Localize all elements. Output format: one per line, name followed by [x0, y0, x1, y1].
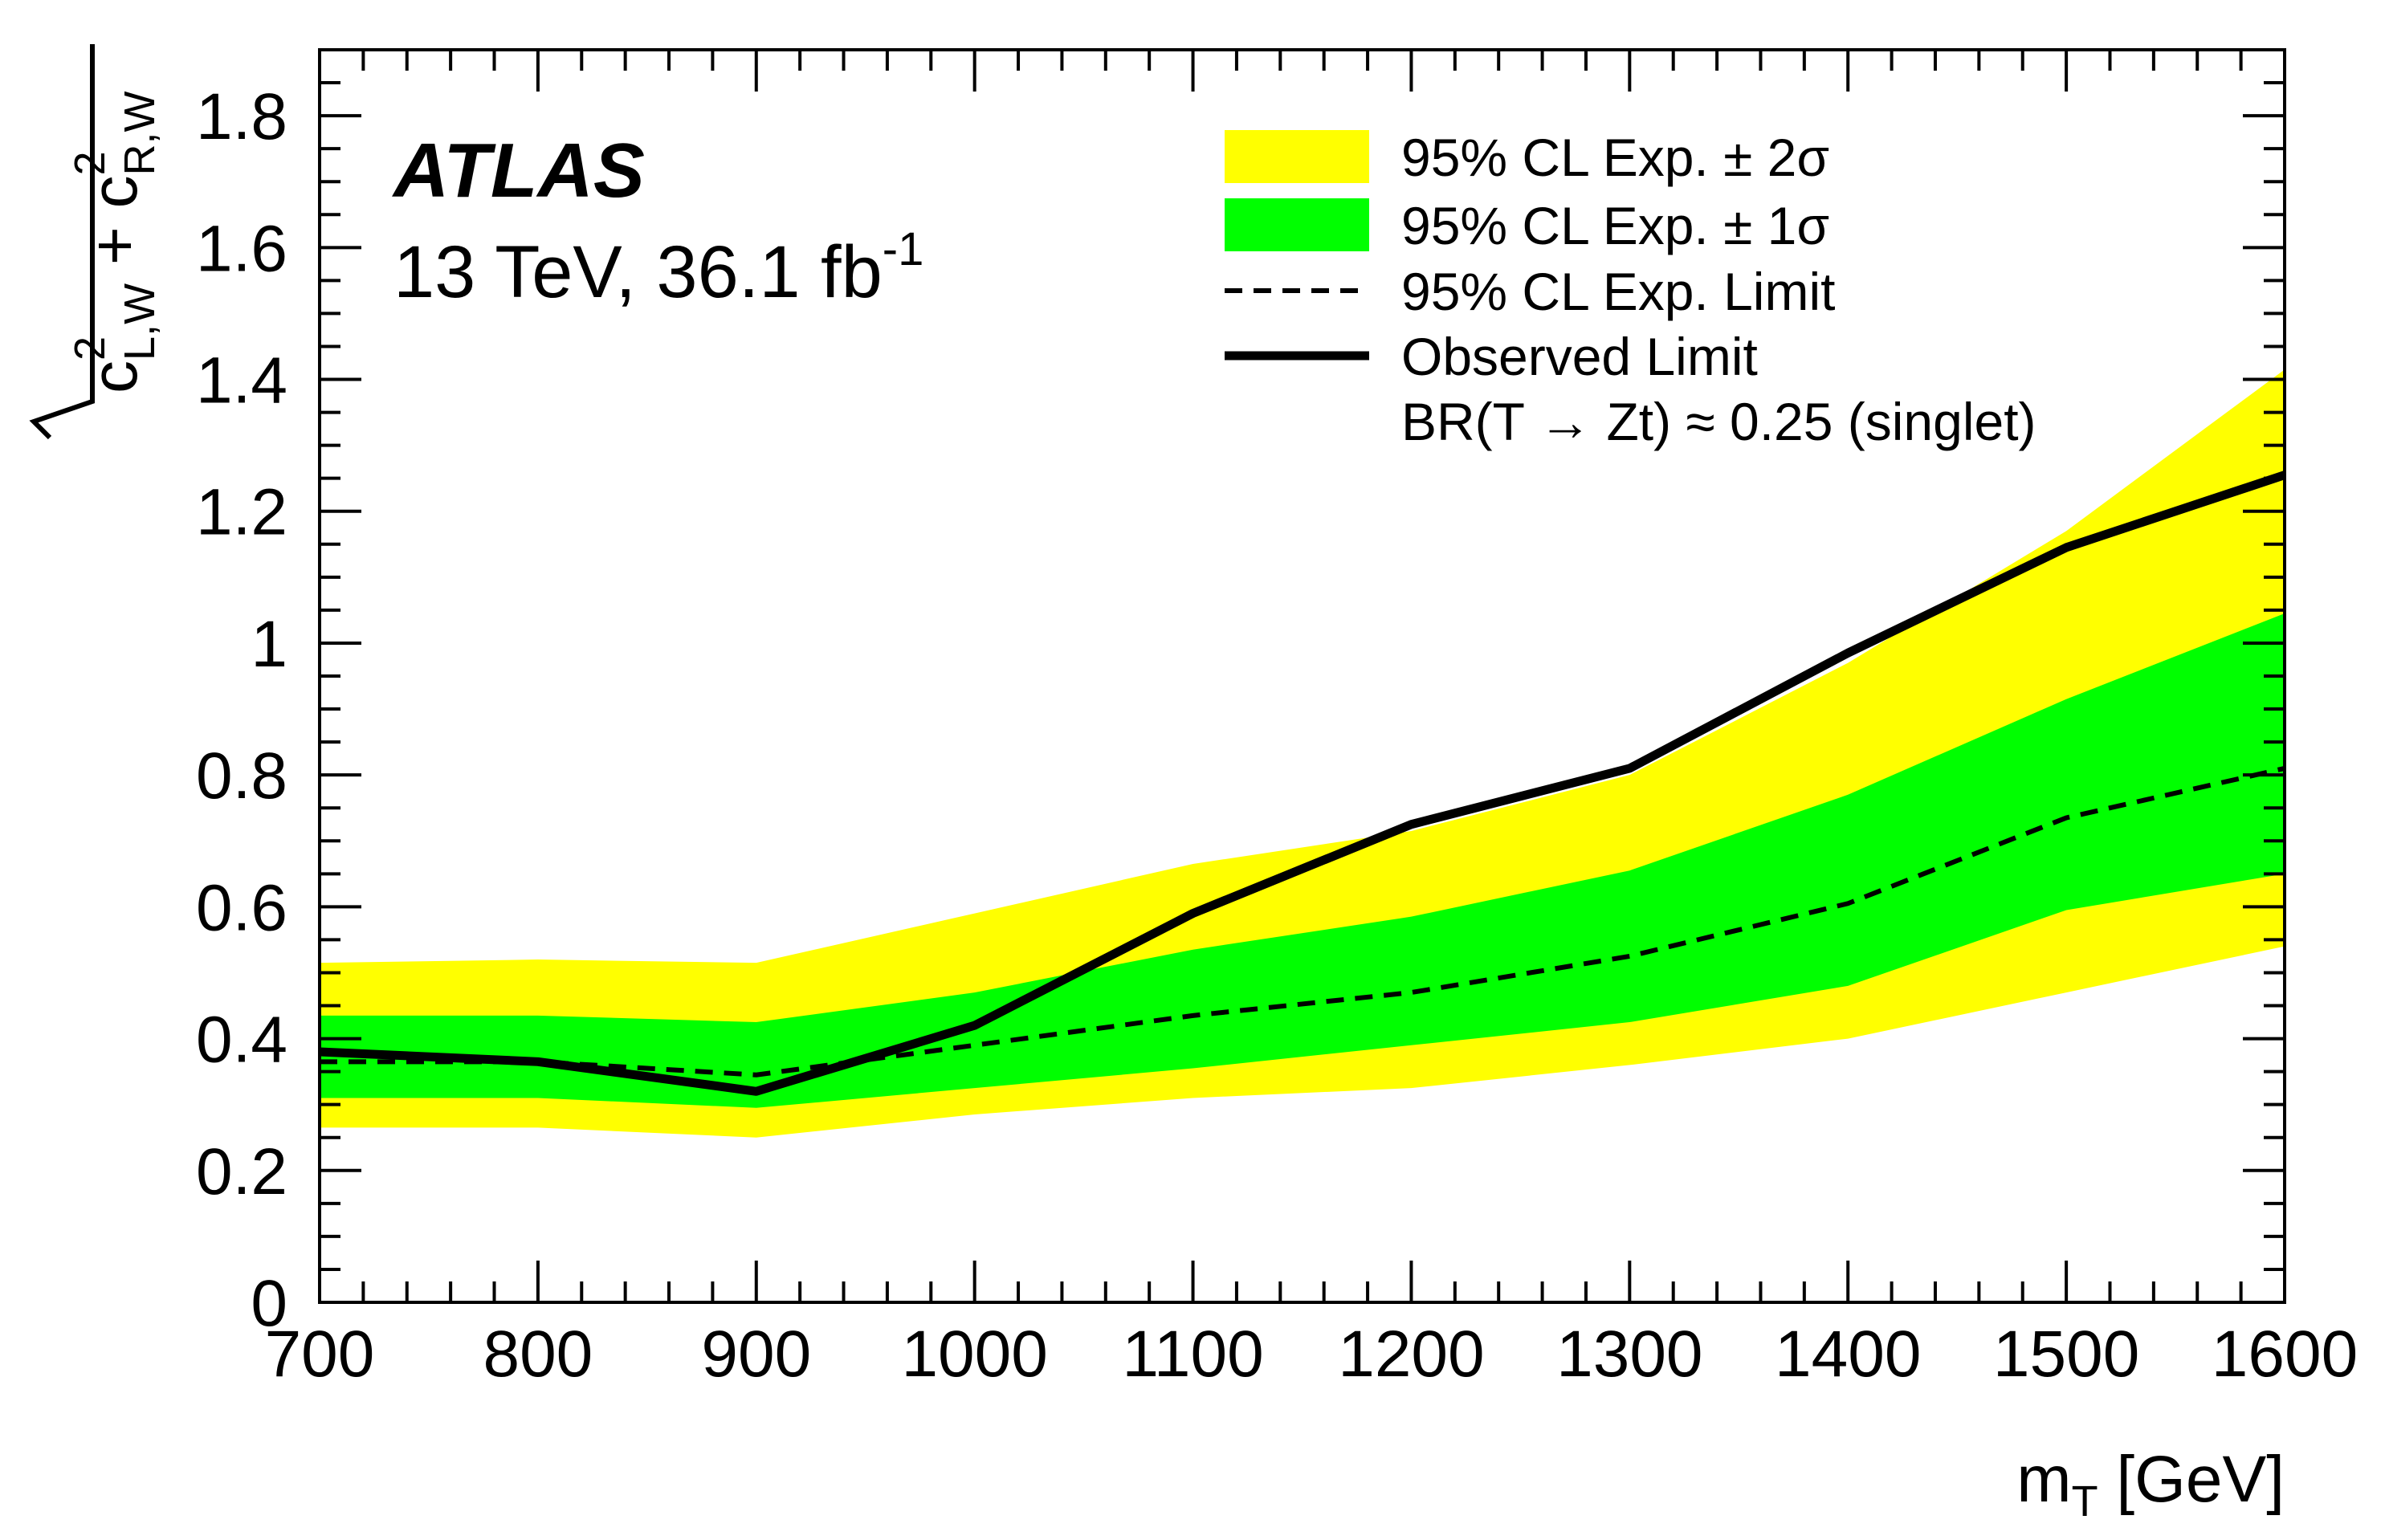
- lumi-exponent: -1: [883, 223, 924, 275]
- atlas-label: ATLAS: [392, 128, 645, 214]
- legend-label: Observed Limit: [1401, 327, 1758, 386]
- y-tick-label: 1: [251, 608, 287, 681]
- y-tick-label: 0.8: [196, 739, 287, 813]
- x-tick-label: 1100: [1122, 1318, 1263, 1391]
- x-tick-label: 700: [265, 1318, 375, 1391]
- band-one-sigma: [320, 613, 2285, 1108]
- x-tick-label: 1200: [1338, 1318, 1484, 1391]
- energy-lumi-text: 13 TeV, 36.1 fb: [393, 231, 883, 313]
- y-tick-label: 0.2: [196, 1135, 287, 1208]
- legend-label: 95% CL Exp. ± 2σ: [1401, 128, 1829, 187]
- y-tick-label: 1.6: [196, 212, 287, 285]
- y-axis-title-text: c2L,W + c2R,W: [66, 91, 164, 393]
- axis-ticks: [318, 48, 2286, 1304]
- tick-labels: 700 800 900 1000 1100 1200 1300 1400 1500 1600 0 0.…: [196, 80, 2358, 1391]
- x-tick-label: 900: [701, 1318, 811, 1391]
- sqrt-symbol: [29, 44, 95, 440]
- y-title-c2: c: [78, 175, 151, 208]
- legend: 95% CL Exp. ± 2σ 95% CL Exp. ± 1σ 95% CL E…: [1225, 128, 1835, 386]
- y-tick-label: 0.6: [196, 871, 287, 944]
- y-title-sup1: 2: [66, 336, 114, 361]
- legend-note: BR(T → Zt) ≈ 0.25 (singlet): [1401, 392, 2036, 451]
- limit-lines: [319, 471, 2286, 1096]
- y-title-sub1: L,W: [116, 283, 164, 361]
- y-title-sup2: 2: [66, 151, 114, 175]
- y-tick-label: 0.4: [196, 1004, 287, 1077]
- observed-limit-line: [319, 471, 2286, 1096]
- y-title-c1: c: [78, 361, 151, 393]
- expected-limit-line: [320, 766, 2285, 1078]
- x-axis-title-main: m: [2016, 1443, 2071, 1516]
- y-tick-label: 0: [251, 1267, 287, 1340]
- x-axis-title-sub: T: [2072, 1477, 2098, 1526]
- legend-swatch-band: [1225, 130, 1369, 183]
- y-tick-label: 1.8: [196, 80, 287, 153]
- x-tick-label: 1500: [1993, 1318, 2139, 1391]
- x-tick-label: 800: [483, 1318, 593, 1391]
- y-title-sub2: R,W: [116, 91, 164, 175]
- x-tick-label: 1300: [1556, 1318, 1702, 1391]
- energy-lumi-label: 13 TeV, 36.1 fb-1: [393, 223, 923, 313]
- y-tick-label: 1.2: [196, 476, 287, 549]
- y-title-plus: +: [78, 208, 151, 283]
- x-axis-title-unit: [GeV]: [2098, 1443, 2285, 1516]
- x-axis-title: mT [GeV]: [2016, 1443, 2285, 1526]
- legend-label: 95% CL Exp. ± 1σ: [1401, 196, 1829, 255]
- legend-label: 95% CL Exp. Limit: [1401, 262, 1835, 321]
- uncertainty-bands: [320, 369, 2285, 1138]
- legend-swatch-band: [1225, 198, 1369, 251]
- y-axis-title: c2L,W + c2R,W: [29, 44, 164, 440]
- x-tick-label: 1000: [901, 1318, 1047, 1391]
- x-tick-label: 1400: [1775, 1318, 1921, 1391]
- y-tick-label: 1.4: [196, 344, 287, 418]
- x-tick-label: 1600: [2212, 1318, 2358, 1391]
